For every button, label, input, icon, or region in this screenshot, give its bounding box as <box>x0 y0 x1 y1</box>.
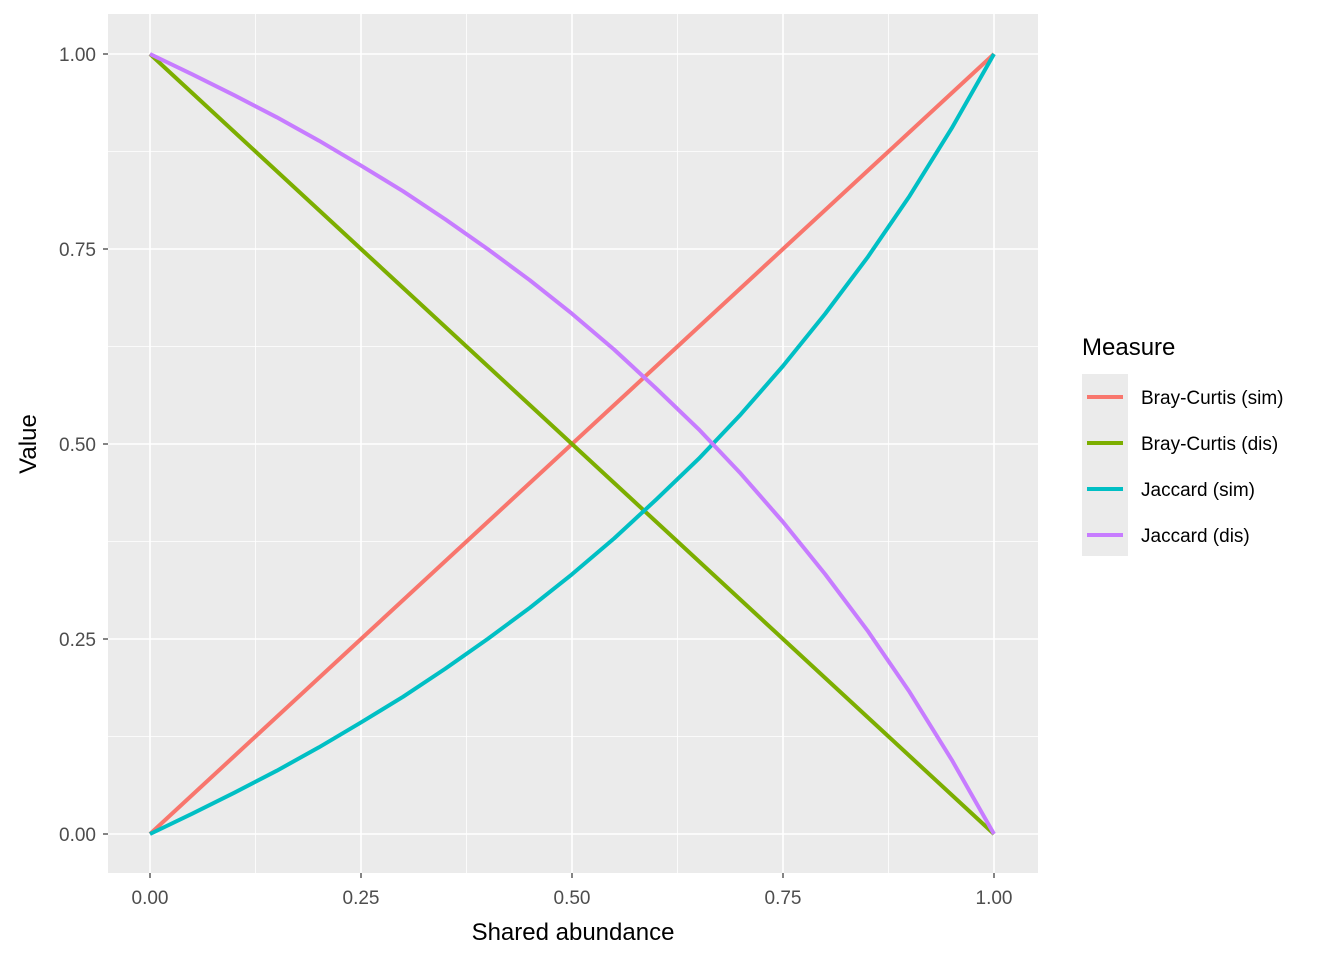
x-tick-label-2: 0.50 <box>554 888 591 909</box>
legend: Measure Bray-Curtis (sim) Bray-Curtis (di… <box>1082 334 1284 556</box>
y-tick-label-1: 0.25 <box>59 630 96 651</box>
x-tick-label-0: 0.00 <box>132 888 169 909</box>
y-tick-label-3: 0.75 <box>59 240 96 261</box>
series-line-2 <box>149 53 996 836</box>
y-tick-label-0: 0.00 <box>59 825 96 846</box>
series-lines <box>148 52 996 836</box>
y-tick-label-2: 0.50 <box>59 435 96 456</box>
legend-key-background <box>1082 374 1128 556</box>
series-line-1 <box>148 52 996 836</box>
x-axis-title: Shared abundance <box>472 919 675 946</box>
y-tick-label-4: 1.00 <box>59 45 96 66</box>
legend-label-2: Jaccard (sim) <box>1141 480 1255 501</box>
x-tick-label-4: 1.00 <box>976 888 1013 909</box>
legend-items: Bray-Curtis (sim) Bray-Curtis (dis) Jaccar… <box>1087 388 1284 547</box>
series-line-3 <box>149 52 996 835</box>
y-axis-title: Value <box>15 414 42 474</box>
x-tick-label-3: 0.75 <box>765 888 802 909</box>
legend-label-0: Bray-Curtis (sim) <box>1141 388 1284 409</box>
legend-title: Measure <box>1082 334 1175 361</box>
x-axis-ticks: 0.00 0.25 0.50 0.75 1.00 <box>132 873 1013 909</box>
y-axis-ticks: 0.00 0.25 0.50 0.75 1.00 <box>59 45 108 846</box>
legend-label-1: Bray-Curtis (dis) <box>1141 434 1278 455</box>
x-tick-label-1: 0.25 <box>343 888 380 909</box>
legend-label-3: Jaccard (dis) <box>1141 526 1250 547</box>
